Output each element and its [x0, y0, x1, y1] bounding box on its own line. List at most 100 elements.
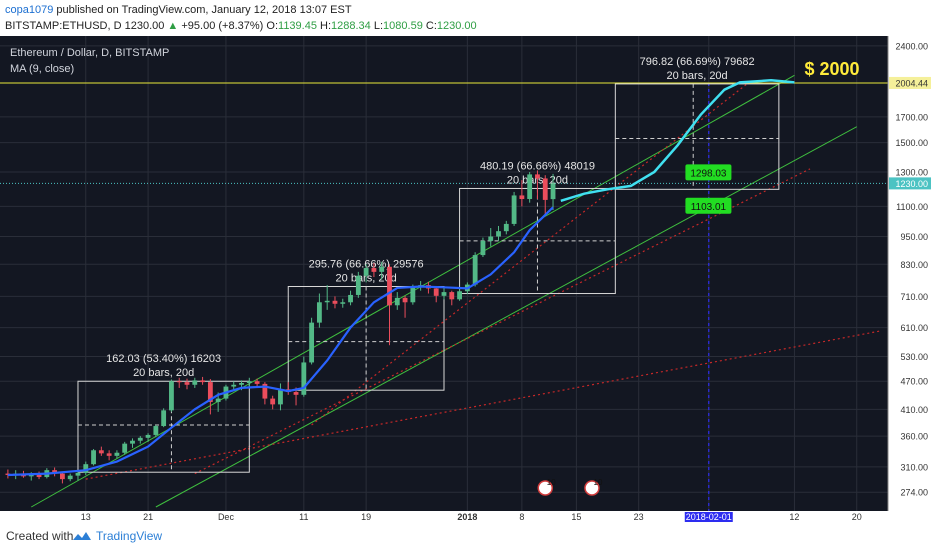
candle	[379, 266, 385, 272]
price-tick: 1100.00	[896, 202, 928, 212]
candle	[387, 266, 392, 306]
tradingview-logo-icon	[73, 532, 91, 540]
event-count: 10	[547, 478, 556, 487]
time-tick: 13	[81, 512, 91, 522]
close-label: C:	[425, 20, 437, 32]
level-tag-bg	[889, 76, 931, 89]
time-tick: 21	[143, 512, 153, 522]
candle	[480, 240, 486, 256]
candle	[472, 255, 478, 285]
candle	[527, 174, 533, 200]
candle	[67, 475, 73, 480]
candles	[5, 170, 556, 484]
event-flag-icon	[537, 480, 553, 496]
event-count: 10	[594, 478, 603, 487]
price-tick: 530.00	[900, 352, 928, 362]
candle	[348, 294, 353, 303]
snapshot-header: copa1079 published on TradingView.com, J…	[0, 0, 932, 36]
chart-background	[0, 36, 932, 522]
price-tick: 310.00	[900, 462, 928, 472]
measure-label: 480.19 (66.66%) 48019	[480, 160, 595, 172]
legend-title: Ethereum / Dollar, D, BITSTAMP	[10, 47, 169, 59]
trend-line	[311, 82, 749, 426]
candle	[324, 300, 330, 303]
candle	[340, 302, 346, 304]
candle	[192, 380, 198, 385]
high-label: H:	[320, 20, 332, 32]
candle	[207, 382, 213, 402]
candle	[262, 383, 268, 399]
candle	[503, 223, 509, 232]
publish-info: published on TradingView.com, January 12…	[56, 4, 352, 16]
legend-ma[interactable]: MA (9, close)	[10, 63, 74, 75]
publish-line: copa1079 published on TradingView.com, J…	[5, 4, 352, 16]
candle	[449, 292, 455, 300]
candle	[511, 195, 517, 224]
candle	[254, 381, 260, 384]
time-axis-bg	[0, 511, 888, 522]
candle	[355, 275, 361, 295]
time-tick: 11	[299, 512, 308, 522]
candle	[394, 297, 400, 306]
time-tick: 19	[361, 512, 371, 522]
candle	[200, 380, 205, 383]
price-tick: 1300.00	[895, 168, 928, 178]
candle	[371, 268, 377, 272]
candle	[246, 381, 252, 384]
price-tick: 1500.00	[895, 138, 928, 148]
author-link[interactable]: copa1079	[5, 4, 54, 16]
low-value: 1080.59	[383, 20, 423, 32]
price-tick: 360.00	[900, 432, 928, 442]
candle	[301, 362, 307, 395]
candle	[316, 302, 322, 323]
channel-line	[155, 126, 857, 508]
time-tick: 20	[852, 512, 862, 522]
target-label: $ 2000	[804, 59, 859, 79]
candle	[161, 410, 167, 427]
price-badge-label: 1298.03	[690, 168, 727, 179]
candle	[106, 453, 112, 456]
price-tick: 2004.44	[895, 78, 928, 88]
candle	[36, 474, 42, 478]
close-value: 1230.00	[436, 20, 477, 32]
tradingview-link[interactable]: TradingView	[96, 529, 163, 543]
candle	[363, 268, 369, 276]
low-label: L:	[373, 20, 384, 32]
ma-line	[7, 206, 554, 477]
candle	[176, 381, 182, 383]
last-price: 1230.00	[124, 20, 165, 32]
candle	[402, 297, 408, 303]
price-tick: 830.00	[900, 260, 928, 270]
markers: 1298.03 1103.01 10 10 $ 2000	[537, 59, 860, 496]
price-tick: 274.00	[900, 488, 928, 498]
candle	[278, 389, 283, 405]
time-tick: 23	[634, 512, 644, 522]
change-arrow-icon: ▲	[167, 20, 179, 32]
date-tag-bg	[684, 512, 733, 522]
series	[7, 79, 795, 477]
candle	[122, 443, 128, 453]
ohlc-line: BITSTAMP:ETHUSD, D 1230.00 ▲ +95.00 (+8.…	[5, 20, 477, 32]
candle	[215, 398, 221, 402]
measure-box	[614, 83, 780, 190]
candle	[457, 291, 462, 300]
price-tick: 470.00	[900, 377, 928, 387]
axes: 2400.00 2004.44 1700.00 1500.00 1300.001230.…	[0, 36, 932, 522]
snapshot-footer: Created with TradingView	[0, 522, 932, 550]
measure-box	[77, 380, 250, 473]
candle	[83, 464, 89, 473]
price-badge	[685, 197, 732, 214]
candle	[410, 287, 416, 303]
measure-label: 162.03 (53.40%) 16203	[106, 353, 221, 365]
candle	[130, 440, 135, 444]
candle	[114, 452, 120, 456]
price-tick: 1700.00	[895, 112, 928, 122]
candle	[293, 392, 299, 395]
drawings	[0, 74, 888, 511]
candle	[519, 195, 525, 200]
candle	[433, 288, 439, 296]
candle	[270, 398, 276, 405]
price-change: +95.00 (+8.37%)	[181, 20, 264, 32]
